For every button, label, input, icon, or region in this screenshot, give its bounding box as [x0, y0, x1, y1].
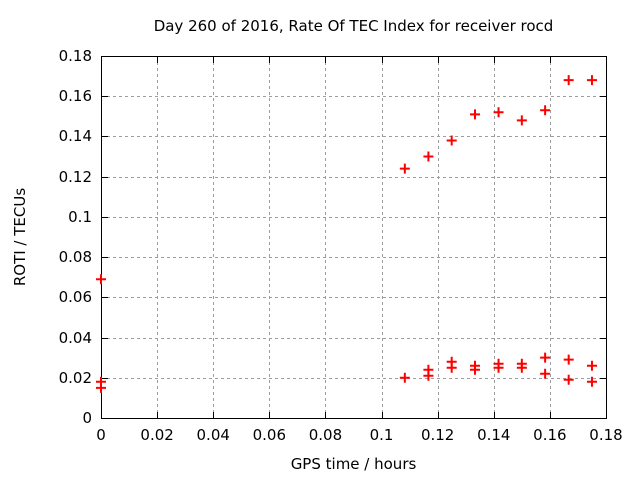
data-point-marker	[399, 372, 410, 383]
x-tick-label: 0.06	[252, 426, 287, 444]
x-tick-label: 0.04	[196, 426, 230, 444]
data-point-marker	[516, 115, 527, 126]
y-tick-label: 0.14	[58, 127, 92, 146]
data-point-marker	[563, 75, 574, 86]
y-tick-label: 0	[82, 409, 92, 427]
y-tick-label: 0.16	[58, 87, 92, 106]
plot-border	[101, 56, 607, 419]
data-point-marker	[586, 75, 597, 86]
x-tick-label: 0.02	[140, 426, 174, 444]
x-tick-label: 0	[96, 426, 106, 444]
data-point-marker	[540, 352, 551, 363]
data-point-marker	[469, 364, 480, 375]
data-point-marker	[446, 135, 457, 146]
x-tick-label: 0.16	[533, 426, 567, 444]
y-tick-label: 0.02	[58, 368, 92, 387]
x-tick-label: 0.18	[589, 426, 623, 444]
data-point-marker	[469, 109, 480, 120]
y-tick-label: 0.04	[58, 328, 92, 347]
data-point-marker	[540, 368, 551, 379]
x-tick-label: 0.14	[477, 426, 511, 444]
data-point-marker	[563, 354, 574, 365]
data-point-marker	[563, 374, 574, 385]
data-point-marker	[423, 370, 434, 381]
y-tick-label: 0.06	[58, 288, 92, 307]
x-tick-label: 0.1	[369, 426, 394, 444]
data-point-marker	[96, 382, 106, 393]
data-point-marker	[446, 362, 457, 373]
data-point-marker	[493, 107, 504, 118]
x-axis-label: GPS time / hours	[290, 455, 417, 473]
data-point-marker	[493, 362, 504, 373]
data-point-marker	[516, 362, 527, 373]
chart-title: Day 260 of 2016, Rate Of TEC Index for r…	[153, 17, 554, 35]
x-tick-label: 0.08	[308, 426, 343, 444]
data-point-marker	[399, 163, 410, 174]
data-point-marker	[586, 376, 597, 387]
y-tick-label: 0.12	[58, 167, 92, 186]
data-point-marker	[586, 360, 597, 371]
x-tick-label: 0.12	[420, 426, 455, 444]
data-point-marker	[423, 151, 434, 162]
data-point-marker	[540, 105, 551, 116]
y-tick-label: 0.1	[68, 207, 92, 226]
y-tick-label: 0.08	[58, 248, 92, 267]
y-tick-label: 0.18	[58, 47, 92, 65]
data-point-marker	[96, 274, 106, 285]
